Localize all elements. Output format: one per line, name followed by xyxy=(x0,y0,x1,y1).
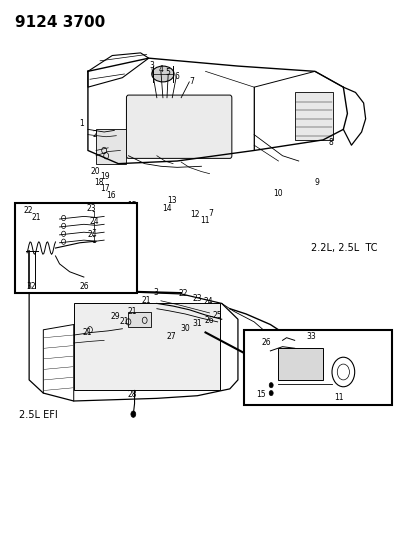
Text: 2.5L EFI: 2.5L EFI xyxy=(19,410,58,420)
Text: 5: 5 xyxy=(166,68,171,77)
Text: 16: 16 xyxy=(106,191,116,200)
Text: 33: 33 xyxy=(306,332,316,341)
Bar xyxy=(129,312,151,327)
Ellipse shape xyxy=(152,66,174,82)
Text: 30: 30 xyxy=(180,324,190,333)
Text: 26: 26 xyxy=(79,282,89,291)
FancyBboxPatch shape xyxy=(127,95,232,158)
Text: 9: 9 xyxy=(314,177,319,187)
Text: 26: 26 xyxy=(261,338,271,348)
Text: 14: 14 xyxy=(162,204,172,213)
Text: 24: 24 xyxy=(89,217,99,226)
Circle shape xyxy=(269,391,273,395)
Text: 22: 22 xyxy=(179,289,188,298)
Text: 7: 7 xyxy=(208,209,213,218)
Text: 3: 3 xyxy=(154,288,159,297)
Text: 1: 1 xyxy=(92,223,96,232)
Bar xyxy=(295,92,333,140)
Text: 24: 24 xyxy=(204,297,214,306)
Text: 8: 8 xyxy=(329,138,334,147)
Text: 23: 23 xyxy=(86,204,96,213)
Text: 11: 11 xyxy=(334,393,343,402)
Text: 1: 1 xyxy=(92,236,96,245)
Text: 21: 21 xyxy=(128,307,137,316)
Text: 32: 32 xyxy=(26,282,36,291)
Text: 15: 15 xyxy=(256,390,266,399)
Text: 23: 23 xyxy=(193,294,202,303)
Text: 12: 12 xyxy=(191,211,200,219)
Text: 20: 20 xyxy=(90,167,100,176)
Text: 13: 13 xyxy=(167,196,177,205)
Text: 21: 21 xyxy=(142,296,152,305)
Bar xyxy=(96,130,127,164)
Bar xyxy=(244,330,392,405)
Text: 31: 31 xyxy=(193,319,202,328)
Text: 28: 28 xyxy=(128,390,137,399)
Text: 15: 15 xyxy=(127,201,136,211)
Text: 19: 19 xyxy=(100,172,110,181)
Bar xyxy=(74,303,220,391)
Text: 21: 21 xyxy=(82,328,92,337)
Text: 2: 2 xyxy=(93,130,97,139)
Text: 3: 3 xyxy=(150,61,155,69)
Text: 1: 1 xyxy=(79,118,84,127)
Text: 6: 6 xyxy=(175,71,180,80)
Text: 24: 24 xyxy=(88,230,97,239)
Text: 18: 18 xyxy=(95,177,104,187)
Text: 2.2L, 2.5L  TC: 2.2L, 2.5L TC xyxy=(311,243,377,253)
Text: 26: 26 xyxy=(205,316,215,325)
Text: 4: 4 xyxy=(159,65,163,74)
Bar xyxy=(279,348,323,380)
Text: 17: 17 xyxy=(100,184,110,193)
Text: 27: 27 xyxy=(166,332,176,341)
Text: 1: 1 xyxy=(92,211,96,220)
Circle shape xyxy=(131,411,136,417)
Circle shape xyxy=(269,383,273,388)
Text: 7: 7 xyxy=(189,77,194,86)
Text: 29: 29 xyxy=(111,312,120,321)
Bar xyxy=(15,203,136,293)
Text: 10: 10 xyxy=(274,189,283,198)
Text: 21: 21 xyxy=(120,317,129,326)
Text: 21: 21 xyxy=(31,214,41,222)
Text: 25: 25 xyxy=(213,311,222,319)
Text: 22: 22 xyxy=(23,206,32,215)
Text: 9124 3700: 9124 3700 xyxy=(15,15,105,30)
Text: 11: 11 xyxy=(200,215,210,224)
